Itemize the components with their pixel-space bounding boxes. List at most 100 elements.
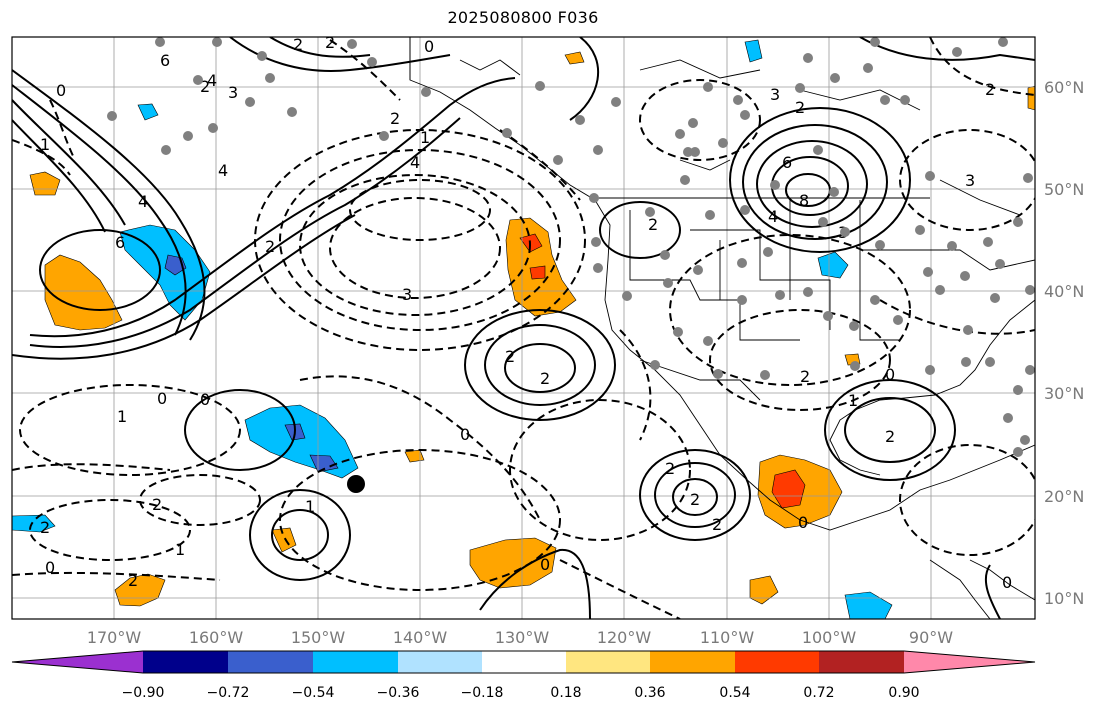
contour-label: 0 <box>798 513 808 532</box>
positive-anomaly-area <box>771 469 806 509</box>
lat-label: 50°N <box>1044 180 1084 199</box>
contour-label: 2 <box>325 33 335 52</box>
colorbar-tick-label: 0.72 <box>803 685 834 701</box>
contour-label: 0 <box>1002 573 1012 592</box>
contour-label: 2 <box>690 490 700 509</box>
contour-label: 1 <box>305 497 315 516</box>
positive-anomaly-area <box>529 265 546 280</box>
contour-label: 0 <box>45 558 55 577</box>
contour-label: 8 <box>799 191 809 210</box>
positive-anomaly-area <box>1027 85 1035 111</box>
colorbar-tick-label: −0.36 <box>377 685 420 701</box>
colorbar-segment <box>482 651 566 673</box>
lon-label: 170°W <box>87 628 142 647</box>
contour-label: 2 <box>648 215 658 234</box>
contour-label: 2 <box>800 367 810 386</box>
colorbar-tick-label: −0.90 <box>122 685 165 701</box>
lon-label: 100°W <box>802 628 857 647</box>
contour-label: 2 <box>540 369 550 388</box>
contour-label: 2 <box>40 518 50 537</box>
contour-label: 3 <box>965 171 975 190</box>
contour-label: 2 <box>128 571 138 590</box>
negative-anomaly-area <box>119 224 211 321</box>
contour-label: 0 <box>885 365 895 384</box>
contour-label: 6 <box>160 51 170 70</box>
lat-label: 10°N <box>1044 589 1084 608</box>
colorbar-tick-label: −0.72 <box>207 685 250 701</box>
positive-anomaly-area <box>564 51 585 65</box>
highlight-station-marker <box>347 475 365 493</box>
contour-label: 1 <box>848 391 858 410</box>
contour-label: 3 <box>228 83 238 102</box>
contour-label: 2 <box>293 35 303 54</box>
colorbar-tick-labels: −0.90 −0.72 −0.54 −0.36 −0.18 0.18 0.36 … <box>122 685 920 701</box>
positive-anomaly-area <box>44 254 123 331</box>
lon-label: 160°W <box>189 628 244 647</box>
coastlines-and-borders <box>409 37 1035 619</box>
map-frame <box>11 36 1036 620</box>
lat-label: 30°N <box>1044 384 1084 403</box>
colorbar-segment <box>228 651 313 673</box>
contour-labels: 0 2 2 3 2 6 4 4 6 2 4 0 1 1 2 4 3 2 6 8 … <box>40 33 1012 592</box>
contour-label: 0 <box>56 81 66 100</box>
contour-label: 2 <box>885 427 895 446</box>
colorbar-segment <box>566 651 650 673</box>
lon-label: 150°W <box>291 628 346 647</box>
colorbar-tick-label: 0.54 <box>719 685 750 701</box>
lon-label: 110°W <box>700 628 755 647</box>
colorbar-segment <box>735 651 819 673</box>
contour-label: 3 <box>402 285 412 304</box>
longitude-labels: 170°W 160°W 150°W 140°W 130°W 120°W 110°… <box>87 628 953 647</box>
contour-label: 2 <box>265 237 275 256</box>
contour-label: 2 <box>985 80 995 99</box>
colorbar-segment <box>313 651 398 673</box>
colorbar-segment <box>819 651 904 673</box>
colorbar-tick-label: 0.18 <box>550 685 581 701</box>
latitude-labels: 60°N 50°N 40°N 30°N 20°N 10°N <box>1044 78 1084 608</box>
negative-anomaly-area <box>137 103 159 121</box>
colorbar-segment <box>650 651 735 673</box>
colorbar: −0.90 −0.72 −0.54 −0.36 −0.18 0.18 0.36 … <box>11 650 1036 701</box>
graticule <box>12 37 1035 619</box>
contour-label: 1 <box>117 407 127 426</box>
lon-label: 140°W <box>393 628 448 647</box>
contour-label: 3 <box>770 85 780 104</box>
lon-label: 130°W <box>495 628 550 647</box>
contour-label: 4 <box>410 153 420 172</box>
contour-label: 0 <box>424 37 434 56</box>
lat-label: 20°N <box>1044 487 1084 506</box>
colorbar-outline <box>11 650 1036 674</box>
contour-label: 4 <box>207 71 217 90</box>
contour-label: 2 <box>665 459 675 478</box>
contour-label: 4 <box>218 161 228 180</box>
contour-label: 1 <box>420 128 430 147</box>
positive-anomaly-area <box>469 537 557 589</box>
contour-label: 0 <box>460 425 470 444</box>
positive-anomaly-area <box>519 233 543 253</box>
lat-label: 60°N <box>1044 78 1084 97</box>
contour-label: 0 <box>540 555 550 574</box>
lon-label: 90°W <box>909 628 953 647</box>
colorbar-segment <box>143 651 228 673</box>
contour-label: 4 <box>138 192 148 211</box>
contour-label: 2 <box>152 495 162 514</box>
colorbar-segment <box>12 651 143 673</box>
dashed-contours <box>12 37 1035 619</box>
contour-label: 1 <box>40 135 50 154</box>
negative-anomaly-area <box>744 39 763 63</box>
contour-label: 2 <box>795 98 805 117</box>
observation-dots <box>107 37 1035 457</box>
colorbar-segment <box>904 651 1035 673</box>
contour-label: 2 <box>200 77 210 96</box>
contour-label: 6 <box>115 233 125 252</box>
lon-label: 120°W <box>597 628 652 647</box>
contour-label: 2 <box>505 347 515 366</box>
negative-anomaly-area <box>817 251 849 279</box>
colorbar-tick-label: 0.90 <box>888 685 919 701</box>
negative-anomaly-area <box>844 591 893 619</box>
contour-label: 0 <box>157 389 167 408</box>
positive-anomaly-area <box>404 449 425 463</box>
positive-anomaly-area <box>271 527 297 553</box>
colorbar-tick-label: −0.54 <box>292 685 335 701</box>
contour-label: 2 <box>390 109 400 128</box>
